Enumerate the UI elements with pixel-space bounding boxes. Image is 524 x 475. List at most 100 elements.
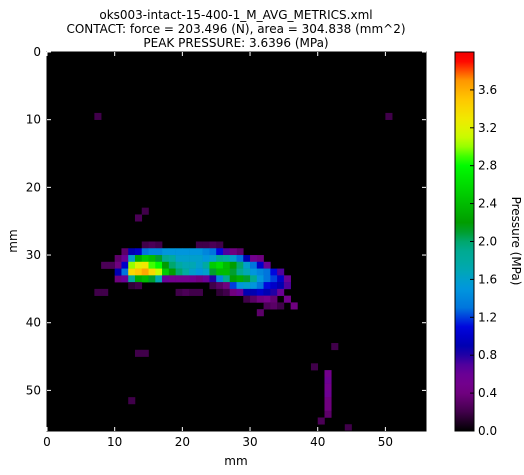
heatmap-cell xyxy=(101,261,109,269)
heatmap-cell xyxy=(324,397,332,405)
heatmap-cell xyxy=(256,295,264,303)
heatmap-cell xyxy=(222,288,231,296)
heatmap-cell xyxy=(250,268,258,276)
heatmap-cell xyxy=(243,295,251,303)
colorbar-tick-label: 0.0 xyxy=(478,424,497,438)
chart-title-line-3: PEAK PRESSURE: 3.6396 (MPa) xyxy=(143,36,328,50)
heatmap-cell xyxy=(250,275,258,283)
heatmap-cell xyxy=(250,295,258,303)
heatmap-cell xyxy=(94,288,102,296)
heatmap-cell xyxy=(310,363,319,371)
heatmap-cell xyxy=(134,275,143,283)
heatmap-cell xyxy=(141,207,149,215)
heatmap-cell xyxy=(155,268,163,276)
heatmap-cell xyxy=(134,255,143,263)
heatmap-cell xyxy=(168,261,176,269)
heatmap-cell xyxy=(209,261,217,269)
heatmap-cell xyxy=(148,255,156,263)
heatmap-cell xyxy=(148,241,156,249)
heatmap-cell xyxy=(277,302,285,310)
heatmap-cell xyxy=(229,261,237,269)
heatmap-cell xyxy=(182,261,190,269)
y-tick-label: 0 xyxy=(33,45,41,59)
heatmap-cell xyxy=(202,268,210,276)
heatmap-cell xyxy=(155,275,163,283)
heatmap-cell xyxy=(256,255,264,263)
heatmap-background xyxy=(47,52,426,431)
heatmap-cell xyxy=(256,275,264,283)
heatmap-cell xyxy=(189,268,197,276)
heatmap-cell xyxy=(270,288,278,296)
heatmap-cell xyxy=(236,275,244,283)
heatmap-cell xyxy=(277,282,285,290)
heatmap-cell xyxy=(182,255,190,263)
heatmap-cell xyxy=(202,241,210,249)
heatmap-cell xyxy=(155,261,163,269)
heatmap-cell xyxy=(175,248,183,256)
heatmap-cell xyxy=(263,295,271,303)
heatmap-cell xyxy=(324,370,332,378)
heatmap-cell xyxy=(243,288,251,296)
heatmap-cell xyxy=(134,261,143,269)
heatmap-cell xyxy=(277,275,285,283)
heatmap-cell xyxy=(155,255,163,263)
heatmap-cell xyxy=(324,403,332,411)
heatmap-cell xyxy=(202,248,210,256)
heatmap-cell xyxy=(216,275,224,283)
colorbar-tick-label: 3.2 xyxy=(478,121,497,135)
y-tick-label: 20 xyxy=(26,180,41,194)
heatmap-cell xyxy=(290,302,298,310)
heatmap-cell xyxy=(222,261,231,269)
heatmap-cell xyxy=(250,255,258,263)
heatmap-cell xyxy=(162,255,170,263)
heatmap-cell xyxy=(277,268,285,276)
heatmap-cell xyxy=(162,268,170,276)
heatmap-cell xyxy=(175,288,183,296)
heatmap-cell xyxy=(148,248,156,256)
heatmap-cell xyxy=(114,261,122,269)
heatmap-cell xyxy=(195,261,203,269)
heatmap-cell xyxy=(114,255,122,263)
heatmap-cell xyxy=(216,248,224,256)
heatmap-cell xyxy=(324,376,332,384)
heatmap-cell xyxy=(128,248,136,256)
heatmap-cell xyxy=(121,248,129,256)
heatmap-cells xyxy=(94,112,393,432)
heatmap-cell xyxy=(270,275,278,283)
chart-title-line-1: oks003-intact-15-400-1_M_AVG_METRICS.xml xyxy=(99,8,372,22)
chart-title-line-2: CONTACT: force = 203.496 (N), area = 304… xyxy=(66,22,405,36)
heatmap-cell xyxy=(148,275,156,283)
colorbar-label: Pressure (MPa) xyxy=(509,197,523,286)
heatmap-cell xyxy=(195,275,203,283)
heatmap-cell xyxy=(216,241,224,249)
plot-frame xyxy=(46,51,427,432)
heatmap-cell xyxy=(250,288,258,296)
heatmap-cell xyxy=(209,282,217,290)
heatmap-cell xyxy=(162,261,170,269)
colorbar-tick-label: 0.4 xyxy=(478,386,497,400)
heatmap-cell xyxy=(229,248,237,256)
heatmap-cell xyxy=(182,268,190,276)
heatmap-cell xyxy=(128,261,136,269)
heatmap-cell xyxy=(256,309,264,317)
heatmap-cell xyxy=(189,248,197,256)
colorbar-tick-label: 2.0 xyxy=(478,235,497,249)
heatmap-cell xyxy=(236,255,244,263)
heatmap-cell xyxy=(182,248,190,256)
heatmap-cell xyxy=(222,248,231,256)
heatmap-cell xyxy=(128,255,136,263)
heatmap-cell xyxy=(168,275,176,283)
heatmap-cell xyxy=(114,268,122,276)
heatmap-cell xyxy=(216,261,224,269)
heatmap-cell xyxy=(128,275,136,283)
heatmap-cell xyxy=(209,275,217,283)
x-axis-label: mm xyxy=(224,454,247,468)
heatmap-cell xyxy=(229,255,237,263)
heatmap-cell xyxy=(134,268,143,276)
heatmap-cell xyxy=(317,417,325,425)
heatmap-cell xyxy=(148,268,156,276)
colorbar-tick-label: 3.6 xyxy=(478,83,497,97)
heatmap-cell xyxy=(243,255,251,263)
heatmap-cell xyxy=(134,282,143,290)
